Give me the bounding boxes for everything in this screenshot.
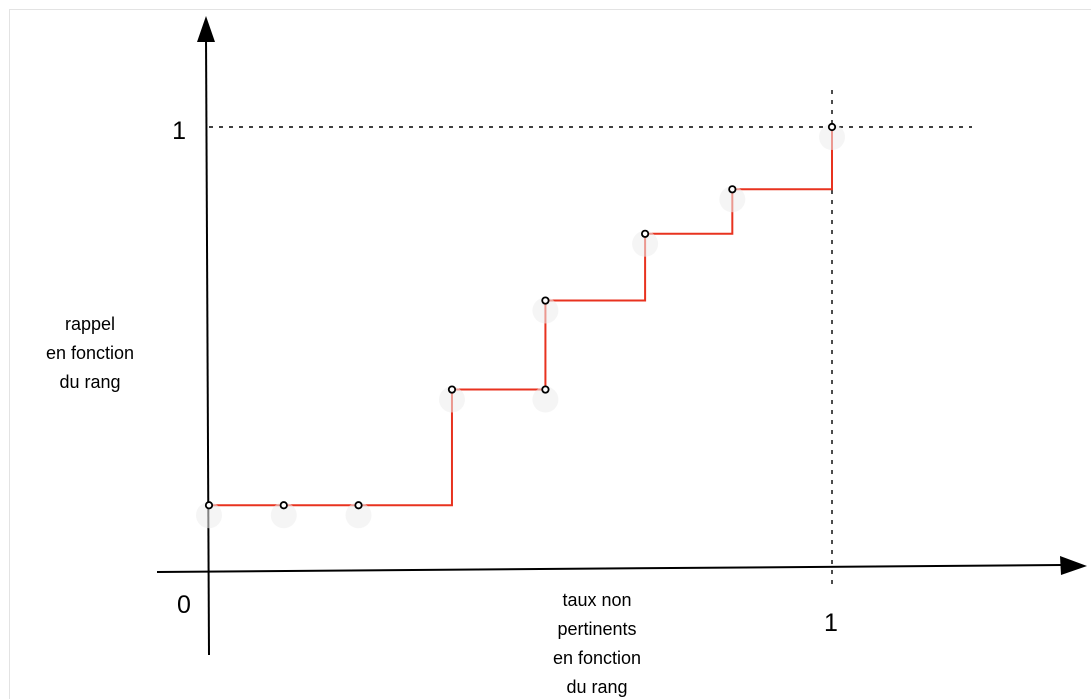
data-point	[541, 385, 550, 394]
y-tick-label: 1	[172, 117, 186, 145]
data-point-shadow	[632, 230, 659, 257]
y-axis-line	[205, 35, 210, 656]
series-line-0	[209, 127, 833, 507]
data-point-shadow	[270, 502, 297, 529]
data-point	[640, 229, 650, 238]
x-axis-label-line: taux non	[562, 590, 631, 610]
x-axis-label-line: du rang	[566, 677, 627, 697]
data-point	[279, 501, 288, 510]
data-point-shadow	[532, 386, 559, 413]
chart-frame	[9, 9, 1091, 699]
data-point	[204, 501, 214, 510]
y-axis-label-line: rappel	[65, 314, 115, 334]
axes	[156, 16, 1087, 656]
data-point	[354, 501, 363, 510]
x-axis-label-line: pertinents	[557, 619, 636, 639]
x-axis-line	[156, 564, 1063, 573]
data-point-shadow	[345, 502, 372, 529]
x-axis-arrow	[1060, 556, 1087, 575]
data-point-shadow	[196, 502, 222, 529]
data-point-shadow	[819, 124, 845, 150]
x-tick-label: 1	[824, 609, 838, 637]
data-point	[447, 385, 457, 394]
reference-lines	[209, 90, 972, 586]
axis-labels: 0 1 1 rappel en fonction du rang taux non perti…	[46, 117, 838, 697]
data-point	[827, 122, 837, 132]
x-axis-label-line: en fonction	[553, 648, 641, 668]
y-axis-label-line: en fonction	[46, 343, 134, 363]
y-axis-arrow	[197, 16, 215, 42]
data-point	[541, 296, 550, 305]
data-point-shadow	[719, 186, 746, 213]
data-points	[196, 122, 845, 529]
data-point-shadow	[438, 386, 465, 413]
data-series	[209, 127, 833, 507]
data-point-shadow	[532, 297, 559, 324]
x-tick-label: 0	[177, 591, 191, 619]
data-point	[728, 185, 737, 194]
y-axis-label-line: du rang	[59, 372, 120, 392]
